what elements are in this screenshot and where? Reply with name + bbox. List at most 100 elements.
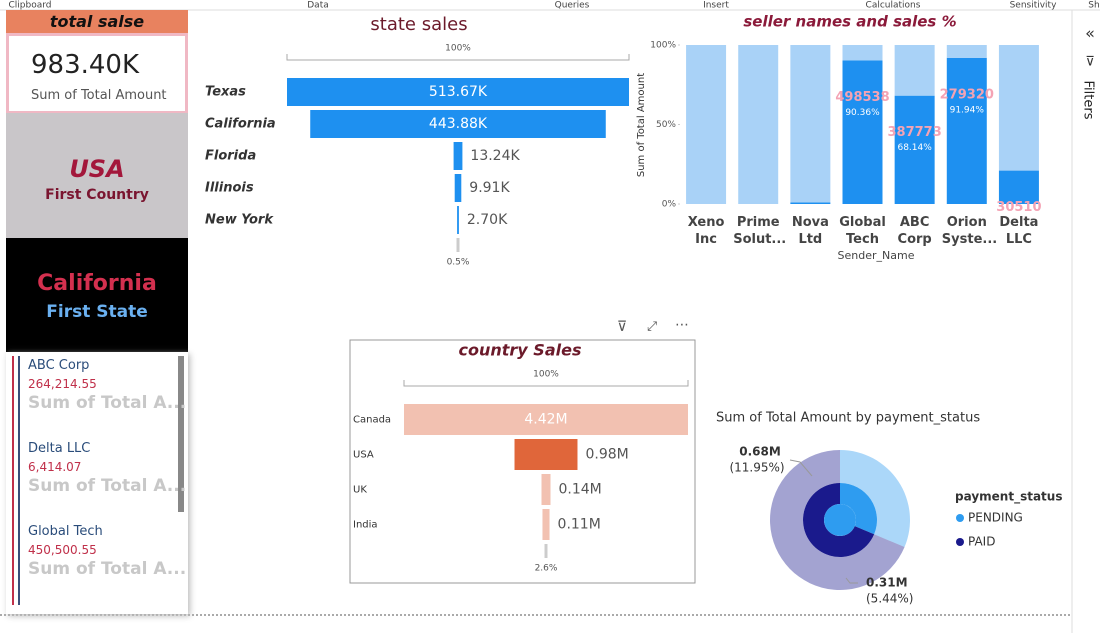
card-value: California bbox=[37, 271, 157, 296]
bar-segment bbox=[998, 170, 1039, 204]
ribbon-group: Queries bbox=[555, 1, 590, 11]
measure-label: Sum of Total A... bbox=[28, 476, 187, 496]
collapse-icon[interactable]: « bbox=[1085, 24, 1095, 43]
funnel-bar bbox=[542, 509, 550, 540]
bar-segment bbox=[894, 45, 935, 96]
bar-segment bbox=[686, 45, 727, 204]
amount-label: 387773 bbox=[888, 125, 942, 140]
bar-segment bbox=[790, 202, 831, 204]
card-value: 983.40K bbox=[31, 50, 140, 80]
category-label: Illinois bbox=[205, 181, 254, 196]
legend-item: PAID bbox=[968, 535, 995, 549]
ribbon-group: Data bbox=[307, 1, 329, 11]
y-tick-label: 0% bbox=[662, 200, 677, 210]
seller-name: Global Tech bbox=[28, 524, 103, 539]
scrollbar[interactable] bbox=[178, 356, 184, 512]
value-label: 2.70K bbox=[467, 212, 508, 228]
funnel-bar bbox=[310, 110, 606, 138]
seller-name: ABC Corp bbox=[28, 358, 90, 373]
percent-label: 21.02% bbox=[1002, 218, 1037, 228]
total-card: 983.40K Sum of Total Amount bbox=[6, 33, 188, 114]
filters-title[interactable]: Filters bbox=[1081, 81, 1096, 120]
amount-label: 279320 bbox=[940, 87, 994, 102]
x-tick-label: Xeno Inc bbox=[687, 215, 725, 247]
chart-title: state sales bbox=[370, 14, 467, 35]
funnel-bar bbox=[454, 174, 462, 202]
slicer-item[interactable]: Global Tech 450,500.55 Sum of Total A... bbox=[12, 522, 188, 605]
bar-segment bbox=[842, 45, 883, 61]
category-label: Canada bbox=[353, 415, 391, 426]
leader-line bbox=[789, 459, 813, 477]
x-tick-label: Delta LLC bbox=[999, 215, 1039, 247]
measure-label: Sum of Total A... bbox=[28, 393, 187, 413]
funnel-bar bbox=[457, 206, 459, 234]
ribbon-group: Insert bbox=[703, 1, 729, 11]
bottom-percent: 0.5% bbox=[447, 258, 470, 268]
chart-title: seller names and sales % bbox=[743, 13, 956, 31]
value-label: 513.67K bbox=[429, 84, 488, 100]
value-label: 0.68M bbox=[739, 445, 781, 459]
chart-title: country Sales bbox=[459, 341, 582, 360]
leader-line bbox=[845, 577, 858, 584]
x-tick-label: Orion Syste... bbox=[941, 215, 998, 247]
country-card: USA First Country bbox=[6, 113, 188, 238]
value-label: 13.24K bbox=[470, 148, 520, 164]
x-tick-label: ABC Corp bbox=[897, 215, 932, 247]
category-label: New York bbox=[205, 213, 274, 228]
category-label: UK bbox=[353, 485, 367, 496]
state-card: California First State bbox=[6, 238, 188, 352]
filter-icon[interactable]: ⊽ bbox=[1085, 55, 1095, 70]
ribbon-group: Sensitivity bbox=[1010, 1, 1058, 11]
ribbon-group: Clipboard bbox=[9, 1, 52, 11]
category-label: Florida bbox=[205, 149, 256, 164]
measure-label: Sum of Total A... bbox=[28, 559, 187, 579]
card-label: First State bbox=[46, 302, 148, 322]
x-tick-label: Nova Ltd bbox=[791, 215, 829, 247]
card-value: USA bbox=[69, 155, 125, 183]
funnel-bar bbox=[287, 78, 629, 106]
slicer-item[interactable]: Delta LLC 6,414.07 Sum of Total A... bbox=[12, 439, 188, 522]
category-label: India bbox=[353, 520, 378, 531]
seller-amount: 264,214.55 bbox=[28, 377, 97, 391]
percent-label: (11.95%) bbox=[729, 461, 784, 475]
legend-title: payment_status bbox=[955, 490, 1062, 505]
focus-icon[interactable]: ⤢ bbox=[647, 320, 657, 335]
bar-segment bbox=[738, 45, 779, 204]
legend-swatch bbox=[956, 514, 964, 522]
seller-amount: 6,414.07 bbox=[28, 460, 82, 474]
seller-slicer: ABC Corp 264,214.55 Sum of Total A... Delta… bbox=[6, 352, 188, 614]
slicer-item[interactable]: ABC Corp 264,214.55 Sum of Total A... bbox=[12, 356, 188, 439]
value-label: 0.98M bbox=[585, 447, 628, 463]
card-label: Sum of Total Amount bbox=[31, 88, 167, 103]
category-label: Texas bbox=[205, 85, 246, 100]
seller-name: Delta LLC bbox=[28, 441, 91, 456]
category-label: California bbox=[205, 117, 276, 132]
bar-segment bbox=[790, 45, 831, 203]
seller-amount: 450,500.55 bbox=[28, 543, 97, 557]
selection-frame bbox=[349, 339, 696, 584]
more-icon[interactable]: ⋯ bbox=[675, 317, 689, 333]
percent-label: (5.44%) bbox=[866, 592, 913, 606]
top-bracket bbox=[403, 380, 689, 387]
bar-segment bbox=[842, 60, 883, 204]
bar-segment bbox=[946, 57, 987, 204]
y-tick-label: 100% bbox=[650, 41, 676, 51]
x-axis-label: Sender_Name bbox=[838, 249, 915, 262]
value-label: 4.42M bbox=[524, 412, 567, 428]
value-label: 0.31M bbox=[866, 576, 908, 590]
top-percent: 100% bbox=[445, 44, 471, 54]
funnel-bar bbox=[514, 439, 578, 470]
x-tick-label: Prime Solut... bbox=[733, 215, 787, 247]
percent-label: 90.36% bbox=[845, 108, 880, 118]
legend-swatch bbox=[956, 538, 964, 546]
bar-segment bbox=[998, 45, 1039, 171]
donut-ring bbox=[770, 450, 905, 590]
funnel-bar bbox=[404, 404, 688, 435]
value-label: 443.88K bbox=[429, 116, 488, 132]
value-label: 0.11M bbox=[558, 517, 601, 533]
percent-label: 91.94% bbox=[950, 105, 985, 115]
filter-visual-icon[interactable]: ⊽ bbox=[617, 319, 627, 335]
amount-label: 30510 bbox=[996, 200, 1041, 215]
value-label: 0.14M bbox=[558, 482, 601, 498]
